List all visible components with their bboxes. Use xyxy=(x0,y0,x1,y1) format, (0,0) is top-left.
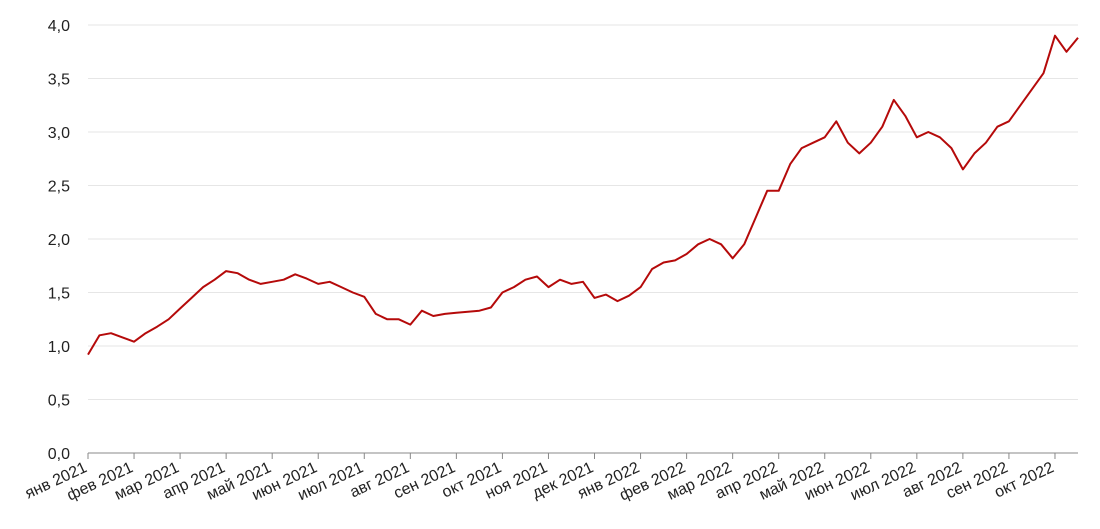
y-tick-label: 1,0 xyxy=(48,339,70,356)
y-tick-label: 3,0 xyxy=(48,125,70,142)
y-tick-label: 4,0 xyxy=(48,18,70,35)
y-tick-label: 3,5 xyxy=(48,72,70,89)
y-tick-label: 0,0 xyxy=(48,446,70,463)
y-tick-label: 2,5 xyxy=(48,179,70,196)
line-series xyxy=(87,34,1079,356)
y-tick-label: 2,0 xyxy=(48,232,70,249)
y-tick-label: 1,5 xyxy=(48,286,70,303)
y-tick-label: 0,5 xyxy=(48,393,70,410)
